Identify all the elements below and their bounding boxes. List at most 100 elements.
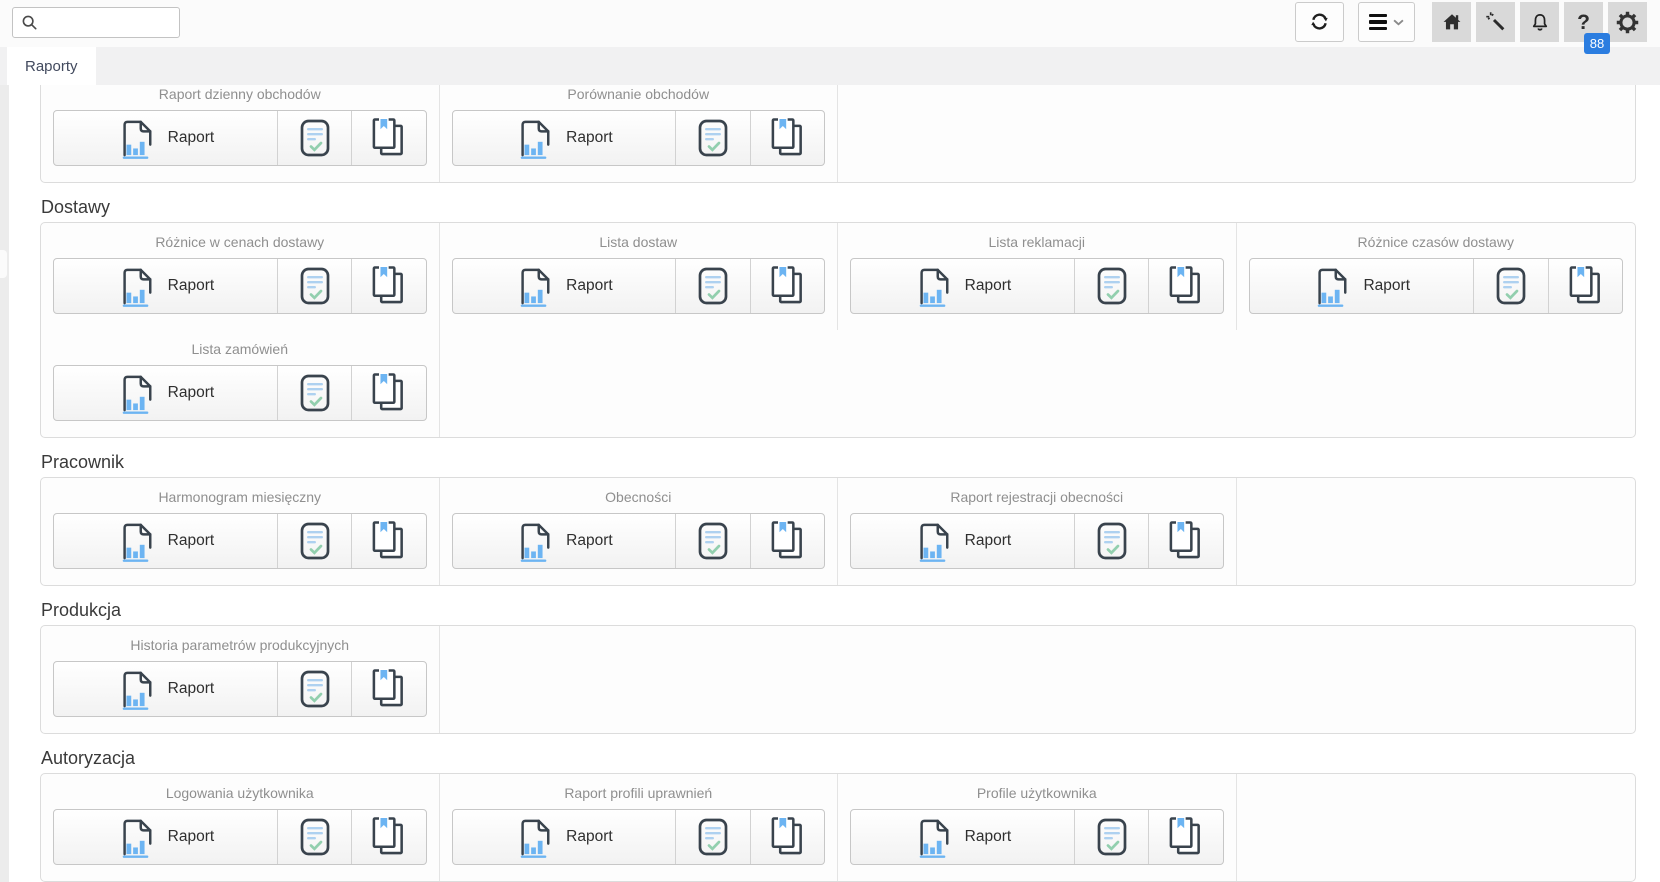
report-copies-button[interactable] xyxy=(1148,514,1222,568)
report-card-actions: Raport xyxy=(53,258,427,314)
report-chart-icon xyxy=(122,268,152,307)
refresh-button[interactable] xyxy=(1295,2,1344,42)
report-checklist-button[interactable] xyxy=(676,259,749,313)
report-copies-button[interactable] xyxy=(749,259,824,313)
report-checklist-button[interactable] xyxy=(278,366,351,420)
report-button[interactable]: Raport xyxy=(453,810,677,864)
report-copies-button[interactable] xyxy=(351,514,425,568)
report-card-actions: Raport xyxy=(850,809,1224,865)
sidebar-collapsed-strip[interactable] xyxy=(0,85,9,882)
report-chart-icon xyxy=(919,268,949,307)
report-copies-button[interactable] xyxy=(749,514,824,568)
report-checklist-button[interactable] xyxy=(278,514,351,568)
document-checklist-icon xyxy=(300,119,329,157)
report-card-title: Lista reklamacji xyxy=(988,235,1085,250)
search-field[interactable] xyxy=(38,14,179,31)
tab-raporty[interactable]: Raporty xyxy=(7,47,96,85)
document-copies-icon xyxy=(372,372,404,411)
report-copies-button[interactable] xyxy=(351,810,425,864)
report-copies-button[interactable] xyxy=(749,810,824,864)
report-copies-button[interactable] xyxy=(351,366,425,420)
report-chart-icon xyxy=(520,819,550,858)
magic-wand-icon xyxy=(1485,12,1504,31)
sidebar-handle[interactable] xyxy=(0,250,7,278)
report-copies-button[interactable] xyxy=(351,111,425,165)
report-button[interactable]: Raport xyxy=(54,111,278,165)
report-copies-button[interactable] xyxy=(1547,259,1623,313)
report-card-title: Różnice czasów dostawy xyxy=(1357,235,1514,250)
report-chart-icon xyxy=(520,268,550,307)
section-row: Lista zamówień Raport xyxy=(41,330,1635,437)
section-row: Logowania użytkownika Raport xyxy=(41,774,1635,881)
document-checklist-icon xyxy=(698,818,728,856)
report-button[interactable]: Raport xyxy=(1250,259,1474,313)
report-button[interactable]: Raport xyxy=(54,810,278,864)
report-button[interactable]: Raport xyxy=(54,259,278,313)
report-chart-icon xyxy=(122,120,152,159)
report-button[interactable]: Raport xyxy=(453,259,677,313)
document-copies-icon xyxy=(771,265,802,304)
empty-cell xyxy=(838,85,1237,182)
report-chart-icon xyxy=(520,523,550,562)
section-box: Raport dzienny obchodów Raport xyxy=(40,85,1636,183)
report-card: Różnice czasów dostawy Raport xyxy=(1237,223,1636,330)
report-button[interactable]: Raport xyxy=(453,111,677,165)
section-box: Historia parametrów produkcyjnych Raport xyxy=(40,625,1636,734)
reports-content: Raport dzienny obchodów Raport xyxy=(9,85,1660,882)
report-checklist-button[interactable] xyxy=(1075,810,1148,864)
report-copies-button[interactable] xyxy=(351,259,425,313)
section-row: Raport dzienny obchodów Raport xyxy=(41,85,1635,182)
report-checklist-button[interactable] xyxy=(1474,259,1548,313)
help-button[interactable]: ? 88 xyxy=(1564,2,1610,54)
section-heading: Autoryzacja xyxy=(41,748,136,768)
report-chart-icon xyxy=(122,819,152,858)
report-card-actions: Raport xyxy=(850,513,1224,569)
report-checklist-button[interactable] xyxy=(676,111,749,165)
report-checklist-button[interactable] xyxy=(278,259,351,313)
report-button[interactable]: Raport xyxy=(54,366,278,420)
document-checklist-icon xyxy=(1097,522,1126,560)
document-checklist-icon xyxy=(1097,267,1126,305)
report-checklist-button[interactable] xyxy=(278,662,351,716)
document-copies-icon xyxy=(372,117,404,156)
report-button[interactable]: Raport xyxy=(851,514,1075,568)
document-checklist-icon xyxy=(1097,818,1126,856)
report-checklist-button[interactable] xyxy=(676,514,749,568)
report-checklist-button[interactable] xyxy=(1075,259,1148,313)
report-checklist-button[interactable] xyxy=(278,810,351,864)
report-card-actions: Raport xyxy=(451,110,825,166)
report-card: Logowania użytkownika Raport xyxy=(41,774,440,881)
search-input[interactable] xyxy=(12,7,180,38)
report-card-title: Raport dzienny obchodów xyxy=(158,87,321,102)
magic-wand-button[interactable] xyxy=(1476,2,1515,42)
report-button[interactable]: Raport xyxy=(851,259,1075,313)
report-button[interactable]: Raport xyxy=(851,810,1075,864)
menu-button[interactable] xyxy=(1358,2,1415,42)
report-card: Harmonogram miesięczny Raport xyxy=(41,478,440,585)
report-copies-button[interactable] xyxy=(1148,810,1222,864)
home-button[interactable] xyxy=(1432,2,1471,42)
settings-button[interactable] xyxy=(1608,2,1647,42)
report-button[interactable]: Raport xyxy=(54,662,278,716)
report-checklist-button[interactable] xyxy=(278,111,351,165)
search-icon xyxy=(22,15,37,30)
document-checklist-icon xyxy=(300,670,329,708)
notifications-button[interactable] xyxy=(1520,2,1559,42)
report-card-title: Różnice w cenach dostawy xyxy=(155,235,325,250)
document-copies-icon xyxy=(1169,816,1201,855)
report-checklist-button[interactable] xyxy=(676,810,749,864)
report-copies-button[interactable] xyxy=(1148,259,1222,313)
report-button[interactable]: Raport xyxy=(453,514,677,568)
report-checklist-button[interactable] xyxy=(1075,514,1148,568)
section-box: Różnice w cenach dostawy Raport xyxy=(40,222,1636,438)
document-copies-icon xyxy=(372,668,404,707)
report-card-title: Historia parametrów produkcyjnych xyxy=(130,638,350,653)
report-card: Lista zamówień Raport xyxy=(41,330,440,437)
report-copies-button[interactable] xyxy=(749,111,824,165)
document-copies-icon xyxy=(372,520,404,559)
report-button[interactable]: Raport xyxy=(54,514,278,568)
report-card-actions: Raport xyxy=(451,258,825,314)
report-card: Lista reklamacji Raport xyxy=(838,223,1237,330)
topbar: ? 88 xyxy=(0,0,1660,54)
report-copies-button[interactable] xyxy=(351,662,425,716)
